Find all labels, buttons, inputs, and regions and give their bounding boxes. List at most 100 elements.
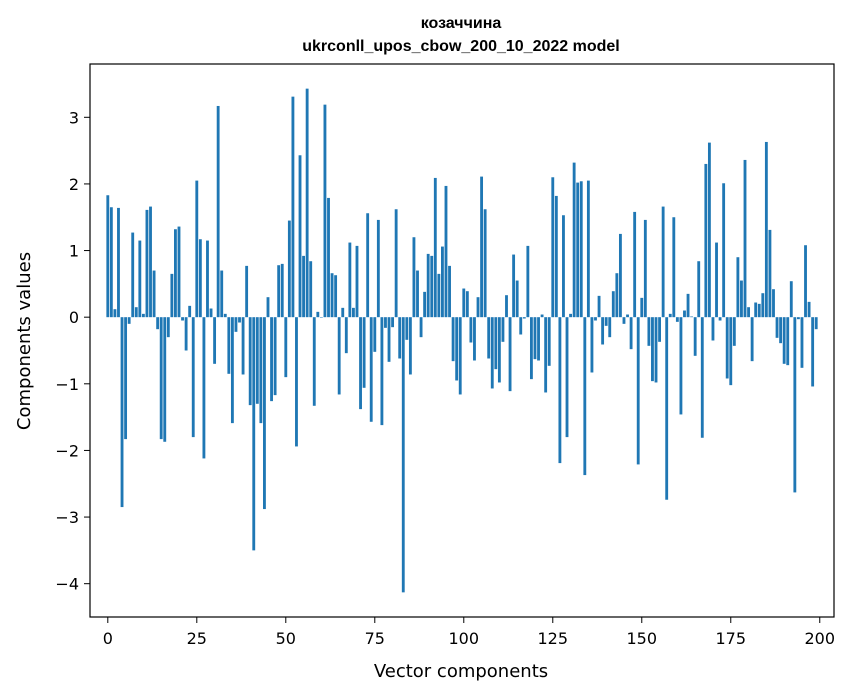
y-axis: −4 −3 −2 −1 0 1 2 3 [55, 108, 90, 594]
bar-177 [736, 257, 740, 318]
bar-92 [433, 177, 437, 318]
bar-119 [529, 317, 533, 380]
bar-25 [195, 180, 199, 318]
bar-64 [334, 275, 338, 318]
bar-176 [732, 317, 736, 346]
bar-151 [643, 219, 647, 318]
x-tick-label: 75 [365, 629, 385, 648]
bar-93 [437, 273, 441, 318]
bar-133 [579, 181, 583, 318]
bar-186 [768, 229, 772, 318]
x-tick-label: 25 [187, 629, 207, 648]
bar-168 [704, 163, 708, 318]
bar-38 [241, 317, 245, 375]
bar-43 [259, 317, 263, 424]
bar-30 [213, 317, 217, 364]
bar-42 [255, 317, 259, 404]
bar-170 [711, 317, 715, 341]
bar-56 [305, 88, 309, 318]
bar-61 [323, 104, 327, 318]
bar-15 [159, 317, 163, 440]
bar-97 [451, 317, 455, 362]
bar-27 [202, 317, 206, 459]
bar-118 [526, 245, 530, 318]
x-axis-label: Vector components [374, 661, 548, 682]
bar-141 [608, 317, 612, 338]
bar-109 [494, 317, 498, 370]
bar-124 [547, 317, 551, 366]
y-tick-label: −4 [55, 575, 79, 594]
bar-111 [501, 317, 505, 342]
bar-2 [113, 309, 117, 318]
bar-197 [807, 301, 811, 318]
bar-150 [640, 297, 644, 318]
bar-199 [814, 317, 818, 330]
bar-152 [647, 317, 651, 346]
bar-0 [106, 195, 110, 318]
bar-81 [394, 209, 398, 318]
bar-175 [729, 317, 733, 386]
y-tick-label: −1 [55, 375, 79, 394]
bar-24 [191, 317, 195, 438]
bar-89 [423, 291, 427, 318]
bar-5 [124, 317, 128, 440]
bar-195 [800, 317, 804, 368]
bar-6 [127, 317, 131, 324]
bar-7 [131, 232, 135, 318]
bar-72 [362, 317, 366, 388]
bar-144 [618, 233, 622, 318]
bar-122 [540, 314, 544, 318]
bar-190 [782, 317, 786, 364]
bar-73 [366, 213, 370, 318]
bar-132 [576, 182, 580, 318]
bar-159 [672, 217, 676, 318]
bar-23 [188, 305, 192, 318]
chart-title: козаччина [421, 15, 502, 32]
y-tick-label: −3 [55, 508, 79, 527]
bar-110 [497, 317, 501, 383]
x-tick-label: 150 [626, 629, 657, 648]
bar-54 [298, 155, 302, 318]
bar-146 [626, 314, 629, 318]
bar-3 [117, 207, 120, 318]
bar-33 [223, 313, 227, 318]
bar-173 [722, 183, 726, 318]
bar-37 [238, 317, 241, 323]
bar-35 [230, 317, 234, 424]
bar-41 [252, 317, 256, 551]
bar-123 [544, 317, 548, 393]
bar-88 [419, 317, 423, 338]
bar-101 [465, 291, 469, 318]
bar-20 [177, 226, 181, 318]
bar-120 [533, 317, 537, 360]
bar-189 [779, 317, 783, 344]
chart-subtitle: ukrconll_upos_cbow_200_10_2022 model [302, 38, 619, 55]
bar-130 [569, 313, 572, 318]
bar-68 [348, 242, 352, 318]
bar-62 [327, 197, 330, 318]
bar-108 [490, 317, 494, 389]
bar-78 [384, 317, 387, 328]
bar-183 [757, 303, 761, 318]
bar-156 [661, 206, 665, 318]
bar-57 [309, 261, 313, 318]
bar-39 [245, 265, 249, 318]
bar-96 [448, 265, 451, 318]
y-tick-label: 2 [69, 175, 79, 194]
bar-17 [166, 317, 170, 338]
bar-45 [266, 297, 270, 318]
bar-160 [675, 317, 679, 322]
bar-55 [302, 255, 306, 318]
bar-52 [291, 96, 295, 318]
x-axis: 0 25 50 75 100 125 150 175 200 [103, 617, 835, 648]
bar-58 [312, 317, 316, 406]
y-tick-label: 3 [69, 108, 79, 127]
bar-139 [601, 317, 605, 345]
bar-14 [156, 317, 160, 330]
bar-193 [793, 317, 797, 493]
bar-161 [679, 317, 683, 415]
bar-127 [558, 317, 562, 464]
y-axis-label: Components values [14, 252, 35, 430]
bar-134 [583, 317, 587, 476]
bar-158 [668, 313, 672, 318]
